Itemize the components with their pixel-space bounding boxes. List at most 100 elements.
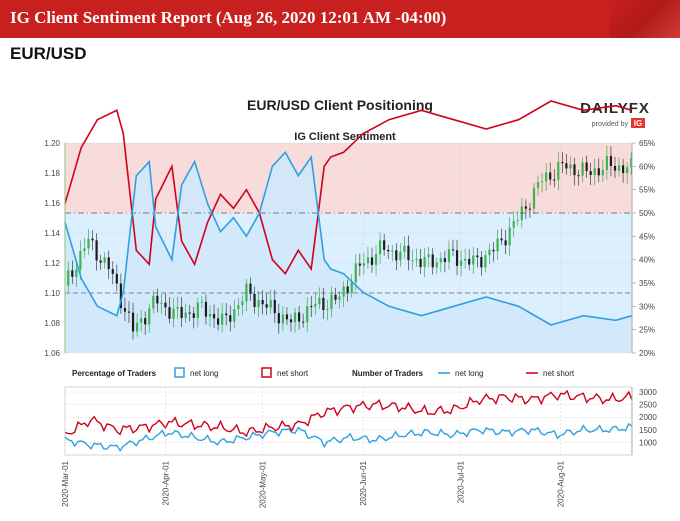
candle-body: [545, 172, 548, 182]
candle-body: [156, 295, 159, 304]
candle-body: [427, 254, 430, 258]
candle-body: [172, 308, 175, 319]
candle-body: [415, 258, 418, 261]
candle-body: [549, 172, 552, 180]
date-tick-label: 2020-Jun-01: [359, 460, 368, 505]
lower-panel: 1000 1500 2000 2500 3000 2020-Mar-01 2020-Apr…: [61, 386, 657, 508]
candle-body: [330, 294, 333, 310]
lower-grid: [65, 391, 632, 443]
candle-body: [581, 162, 584, 176]
candle-body: [152, 295, 155, 309]
candle-body: [180, 307, 183, 318]
net-short-percent-line: [64, 100, 633, 276]
price-tick-label: 1.08: [44, 319, 60, 328]
candle-body: [504, 240, 507, 246]
candle-body: [212, 313, 216, 319]
candle-body: [561, 162, 564, 164]
candle-body: [439, 258, 442, 263]
date-tick-label: 2020-Jul-01: [456, 460, 465, 503]
candle-body: [391, 250, 394, 252]
candle-body: [354, 263, 357, 283]
candle-body: [342, 286, 345, 297]
currency-pair-title: EUR/USD: [10, 44, 87, 63]
candle-body: [468, 258, 471, 265]
candle-body: [314, 304, 317, 307]
legend-number-title: Number of Traders: [352, 369, 424, 378]
candle-body: [241, 301, 244, 306]
percent-tick-label: 20%: [639, 349, 655, 358]
candle-body: [273, 299, 276, 314]
candle-body: [269, 299, 272, 308]
candle-body: [593, 168, 596, 175]
candle-body: [374, 254, 378, 265]
brand-tagline: provided by: [592, 121, 629, 128]
candle-body: [237, 305, 240, 310]
candle-body: [164, 302, 167, 308]
candle-body: [621, 165, 625, 174]
count-tick-label: 1500: [639, 426, 657, 435]
legend-num-short-label: net short: [543, 369, 575, 378]
date-tick-label: 2020-Mar-01: [61, 460, 70, 506]
candle-body: [516, 220, 519, 222]
candle-body: [123, 307, 127, 312]
net-short-zone: [65, 143, 632, 213]
candle-body: [285, 314, 289, 320]
price-candles: [67, 145, 633, 340]
candle-body: [565, 163, 568, 169]
chart-title: EUR/USD Client Positioning: [247, 97, 433, 113]
candle-body: [431, 254, 434, 268]
candle-body: [140, 318, 143, 323]
candle-body: [306, 306, 309, 323]
candle-body: [553, 179, 556, 181]
candle-body: [249, 283, 252, 294]
candle-body: [103, 257, 106, 263]
candle-body: [496, 238, 499, 252]
candle-body: [75, 269, 78, 277]
candle-body: [176, 307, 179, 309]
candle-body: [411, 260, 414, 262]
legend-percentage-title: Percentage of Traders: [72, 369, 157, 378]
candle-body: [464, 258, 467, 261]
candle-body: [148, 308, 151, 325]
candle-body: [135, 322, 139, 332]
candle-body: [119, 283, 122, 308]
candle-body: [589, 171, 592, 175]
price-tick-label: 1.10: [44, 289, 60, 298]
legend-pct-short-label: net short: [277, 369, 309, 378]
candle-body: [524, 206, 527, 209]
candle-body: [403, 245, 406, 252]
candle-body: [221, 313, 224, 325]
candle-body: [131, 312, 135, 332]
candle-body: [111, 269, 114, 274]
candle-body: [532, 187, 536, 209]
candle-body: [605, 155, 608, 170]
price-tick-label: 1.20: [44, 139, 60, 148]
price-tick-labels: 1.06 1.08 1.10 1.12 1.14 1.16 1.18 1.20: [44, 139, 60, 358]
candle-body: [289, 319, 293, 323]
net-long-count-line: [64, 422, 633, 452]
price-tick-label: 1.14: [44, 229, 60, 238]
price-tick-label: 1.12: [44, 259, 60, 268]
candle-body: [451, 249, 455, 251]
candle-body: [447, 249, 451, 263]
candle-body: [395, 250, 398, 261]
candle-body: [480, 257, 483, 268]
banner-title: IG Client Sentiment Report (Aug 26, 2020…: [10, 8, 447, 27]
legend-pct-long-label: net long: [190, 369, 218, 378]
percent-tick-label: 65%: [639, 139, 655, 148]
ig-badge: [631, 118, 645, 128]
candle-body: [443, 258, 446, 263]
brand-name: DAILYFX: [580, 100, 650, 117]
candle-body: [318, 297, 321, 305]
candle-body: [472, 255, 475, 265]
candle-body: [459, 260, 463, 266]
candle-body: [91, 238, 94, 241]
brand-provider: IG: [634, 119, 642, 128]
legend: Percentage of Traders net long net short…: [72, 367, 575, 378]
candle-body: [407, 245, 410, 261]
candle-body: [399, 251, 402, 261]
candle-body: [370, 257, 374, 265]
candle-body: [204, 301, 208, 317]
count-tick-label: 1000: [639, 438, 657, 447]
percent-tick-label: 35%: [639, 279, 655, 288]
